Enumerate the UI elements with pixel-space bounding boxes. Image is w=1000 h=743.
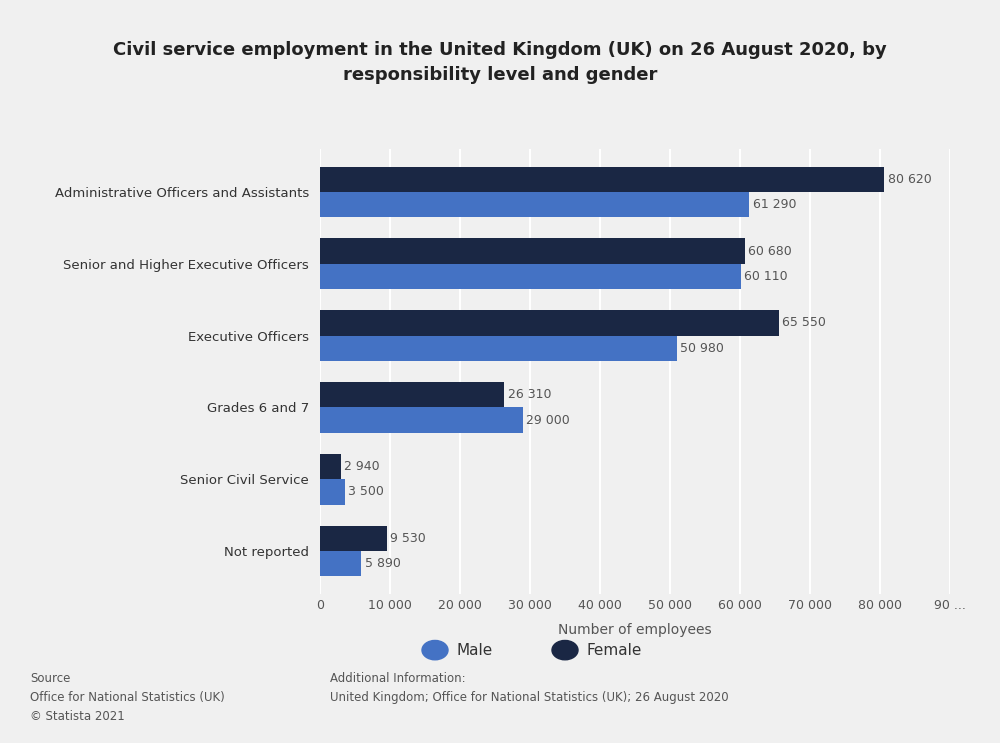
Text: 60 110: 60 110	[744, 270, 788, 283]
Bar	[320, 239, 745, 264]
Text: 80 620: 80 620	[888, 172, 932, 186]
Bar	[320, 336, 677, 360]
Text: 9 530: 9 530	[390, 532, 426, 545]
Text: 29 000: 29 000	[526, 414, 570, 426]
Bar	[320, 383, 504, 407]
Bar	[320, 479, 344, 504]
Text: 61 290: 61 290	[753, 198, 796, 211]
Text: 3 500: 3 500	[348, 485, 384, 499]
Text: 5 890: 5 890	[365, 557, 401, 571]
Bar	[320, 166, 884, 192]
Text: 50 980: 50 980	[680, 342, 724, 354]
Bar	[320, 264, 741, 289]
Bar	[320, 454, 341, 479]
Text: 60 680: 60 680	[748, 244, 792, 258]
Text: Source
Office for National Statistics (UK)
© Statista 2021: Source Office for National Statistics (U…	[30, 672, 225, 724]
X-axis label: Number of employees: Number of employees	[558, 623, 712, 637]
Text: Female: Female	[587, 643, 642, 658]
Bar	[320, 311, 779, 336]
Text: 65 550: 65 550	[782, 317, 826, 329]
Text: 2 940: 2 940	[344, 460, 380, 473]
Bar	[320, 526, 387, 551]
Bar	[320, 407, 523, 432]
Text: 26 310: 26 310	[508, 389, 551, 401]
Text: Male: Male	[457, 643, 493, 658]
Bar	[320, 551, 361, 577]
Bar	[320, 192, 749, 217]
Text: Additional Information:
United Kingdom; Office for National Statistics (UK); 26 : Additional Information: United Kingdom; …	[330, 672, 729, 704]
Text: Civil service employment in the United Kingdom (UK) on 26 August 2020, by
respon: Civil service employment in the United K…	[113, 41, 887, 84]
